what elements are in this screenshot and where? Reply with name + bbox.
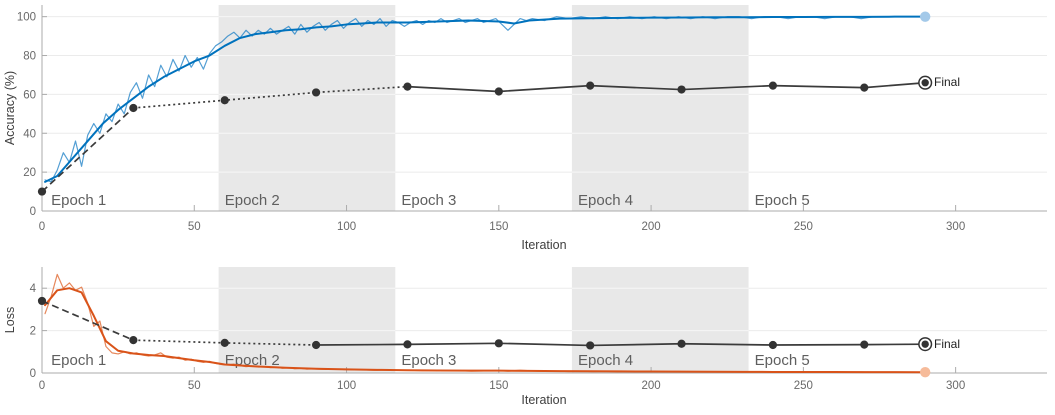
epoch-label: Epoch 4 — [578, 352, 633, 369]
accuracy-plot: 0 50 100 150 200 250 300 0 20 40 60 80 100 Epoch 1 Epo… — [17, 5, 1047, 233]
training-final-marker — [919, 366, 931, 378]
x-tick-label: 100 — [337, 221, 356, 233]
x-tick-label: 50 — [188, 221, 201, 233]
validation-marker — [860, 340, 869, 349]
validation-marker — [403, 340, 412, 349]
y-tick-label: 2 — [30, 326, 36, 338]
validation-accuracy-segment — [133, 85, 408, 109]
x-tick-label: 300 — [946, 380, 965, 392]
validation-marker — [403, 82, 412, 91]
x-tick-label: 0 — [39, 380, 45, 392]
final-marker-dot — [921, 340, 929, 348]
x-tick-label: 250 — [794, 380, 813, 392]
validation-marker — [129, 336, 138, 345]
validation-marker — [311, 88, 321, 97]
epoch-label: Epoch 3 — [401, 192, 456, 209]
epoch-band — [571, 267, 749, 373]
epoch-band — [218, 267, 396, 373]
y-tick-label: 60 — [23, 89, 36, 101]
loss-x-axis-label: Iteration — [521, 393, 566, 407]
validation-marker — [586, 81, 595, 90]
validation-accuracy-segment — [41, 107, 134, 193]
epoch-label: Epoch 3 — [401, 352, 456, 369]
epoch-band — [571, 5, 749, 211]
training-accuracy-smoothed-line — [44, 15, 927, 183]
y-tick-label: 40 — [23, 128, 36, 140]
loss-final-label: Final — [934, 337, 960, 351]
x-tick-label: 100 — [337, 380, 356, 392]
y-tick-label: 20 — [23, 167, 36, 179]
x-tick-label: 250 — [794, 221, 813, 233]
epoch-band — [218, 5, 396, 211]
y-tick-label: 4 — [30, 283, 37, 295]
y-tick-label: 100 — [17, 12, 36, 24]
validation-marker — [129, 103, 138, 113]
loss-y-axis-label: Loss — [3, 307, 17, 333]
epoch-label: Epoch 4 — [578, 192, 633, 209]
x-tick-label: 150 — [489, 221, 508, 233]
validation-marker — [494, 339, 503, 348]
x-tick-label: 300 — [946, 221, 965, 233]
x-tick-label: 0 — [39, 221, 45, 233]
training-loss-smoothed-line — [44, 287, 927, 374]
accuracy-y-axis-label: Accuracy (%) — [3, 71, 17, 145]
x-tick-label: 200 — [641, 221, 660, 233]
validation-marker — [860, 83, 869, 92]
y-tick-label: 80 — [23, 51, 36, 63]
epoch-label: Epoch 5 — [755, 352, 810, 369]
epoch-label: Epoch 2 — [225, 192, 280, 209]
final-marker-dot — [921, 79, 929, 87]
validation-marker — [37, 296, 47, 306]
epoch-label: Epoch 1 — [51, 352, 106, 369]
validation-marker — [768, 81, 778, 90]
y-tick-label: 0 — [30, 206, 36, 218]
epoch-label: Epoch 1 — [51, 192, 106, 209]
validation-loss-segment — [41, 300, 134, 341]
accuracy-final-label: Final — [934, 75, 960, 89]
validation-marker — [677, 85, 686, 94]
y-tick-label: 0 — [30, 368, 36, 380]
validation-marker — [311, 340, 321, 350]
x-tick-label: 200 — [641, 380, 660, 392]
validation-marker — [37, 187, 47, 196]
accuracy-x-axis-label: Iteration — [521, 238, 566, 252]
validation-marker — [494, 87, 503, 96]
validation-marker — [768, 340, 778, 350]
x-tick-label: 150 — [489, 380, 508, 392]
x-tick-label: 50 — [188, 380, 201, 392]
validation-marker — [586, 341, 595, 350]
validation-marker — [220, 338, 229, 347]
validation-marker — [677, 339, 686, 348]
validation-loss-segment — [316, 342, 926, 347]
validation-marker — [220, 96, 229, 105]
training-final-marker — [919, 11, 931, 22]
training-accuracy-raw-line — [44, 16, 926, 183]
epoch-label: Epoch 5 — [755, 192, 810, 209]
